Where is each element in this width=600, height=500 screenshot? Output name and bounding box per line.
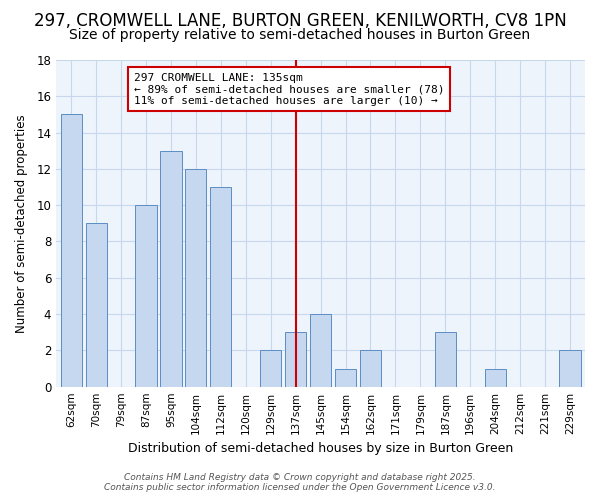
Text: Contains HM Land Registry data © Crown copyright and database right 2025.
Contai: Contains HM Land Registry data © Crown c… [104,473,496,492]
Text: Size of property relative to semi-detached houses in Burton Green: Size of property relative to semi-detach… [70,28,530,42]
Bar [285,332,306,386]
Y-axis label: Number of semi-detached properties: Number of semi-detached properties [15,114,28,332]
Bar [210,187,232,386]
Bar [136,205,157,386]
Bar [485,368,506,386]
Bar [335,368,356,386]
Text: 297 CROMWELL LANE: 135sqm
← 89% of semi-detached houses are smaller (78)
11% of : 297 CROMWELL LANE: 135sqm ← 89% of semi-… [134,72,444,106]
Bar [435,332,456,386]
Bar [86,224,107,386]
Bar [61,114,82,386]
X-axis label: Distribution of semi-detached houses by size in Burton Green: Distribution of semi-detached houses by … [128,442,513,455]
Text: 297, CROMWELL LANE, BURTON GREEN, KENILWORTH, CV8 1PN: 297, CROMWELL LANE, BURTON GREEN, KENILW… [34,12,566,30]
Bar [360,350,381,386]
Bar [160,150,182,386]
Bar [559,350,581,386]
Bar [185,169,206,386]
Bar [310,314,331,386]
Bar [260,350,281,386]
